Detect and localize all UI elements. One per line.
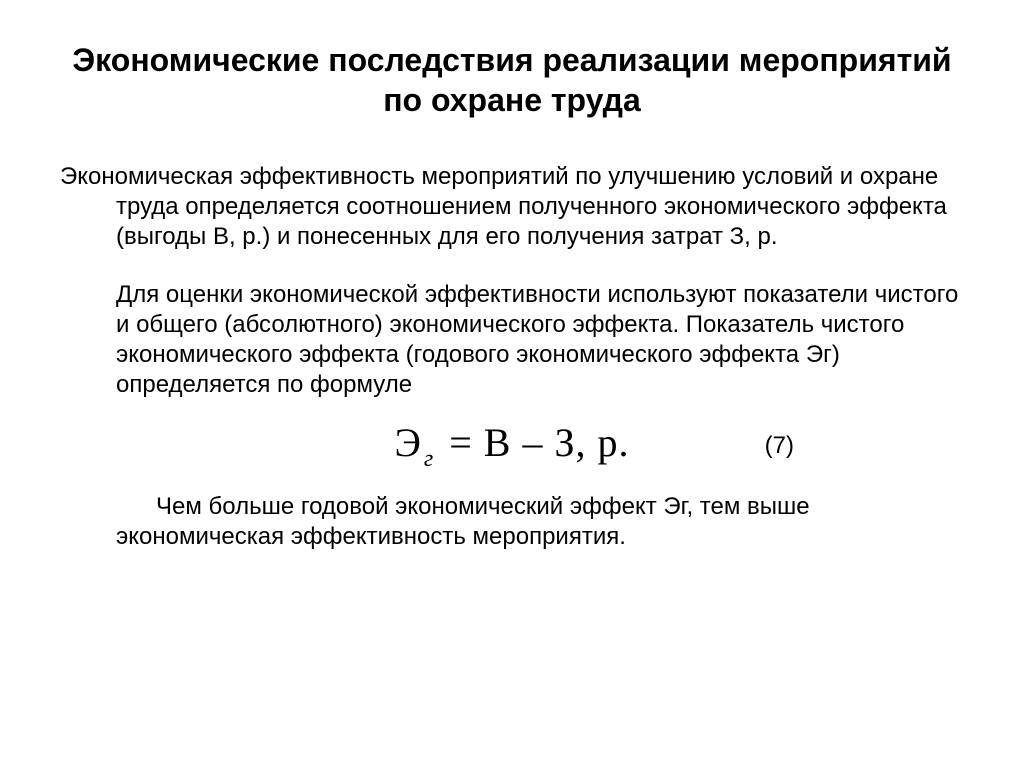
formula-row: Эг = В – З, р. (7): [60, 418, 964, 474]
formula-rhs: = В – З, р.: [449, 420, 629, 465]
slide-body: Экономическая эффективность мероприятий …: [60, 162, 964, 552]
formula-lhs-subscript: г: [424, 446, 434, 472]
paragraph-1: Экономическая эффективность мероприятий …: [60, 162, 964, 252]
slide: Экономические последствия реализации мер…: [0, 0, 1024, 767]
paragraph-2: Для оценки экономической эффективности и…: [60, 280, 964, 400]
formula-lhs-symbol: Э: [394, 420, 421, 465]
paragraph-3: Чем больше годовой экономический эффект …: [60, 492, 964, 552]
equation-number: (7): [765, 431, 794, 461]
formula: Эг = В – З, р.: [394, 418, 629, 474]
slide-title: Экономические последствия реализации мер…: [60, 40, 964, 120]
